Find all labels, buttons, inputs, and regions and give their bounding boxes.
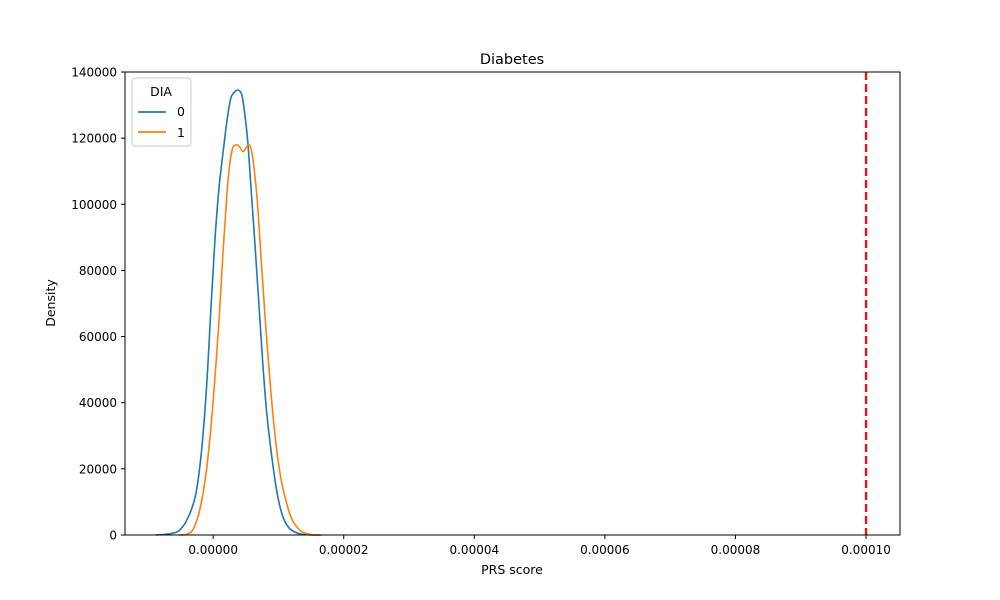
series-line-1 [178,143,322,536]
x-tick-label: 0.00000 [188,543,238,557]
y-tick-label: 20000 [79,462,117,476]
axes: 0.00000 0.00002 0.00004 0.00006 0.00008 0.000… [71,66,901,557]
y-tick-label: 0 [109,529,117,543]
x-tick-label: 0.00004 [449,543,499,557]
y-tick-label: 140000 [71,66,117,80]
x-tick-label: 0.00008 [711,543,761,557]
legend-label-1: 1 [177,125,185,140]
legend-title: DIA [150,84,172,99]
y-axis-label: Density [43,279,58,327]
plot-frame [124,71,901,536]
y-tick-label: 80000 [79,264,117,278]
series-line-0 [155,89,321,536]
y-tick-label: 100000 [71,198,117,212]
y-tick-label: 40000 [79,396,117,410]
chart-title: Diabetes [480,52,544,68]
legend: DIA 0 1 [131,77,192,147]
x-tick-label: 0.00006 [580,543,630,557]
x-tick-label: 0.00010 [841,543,891,557]
x-tick-label: 0.00002 [319,543,369,557]
legend-label-0: 0 [177,104,185,119]
series-curves [155,89,322,536]
y-tick-label: 60000 [79,330,117,344]
x-axis-label: PRS score [481,562,543,577]
y-tick-label: 120000 [71,132,117,146]
